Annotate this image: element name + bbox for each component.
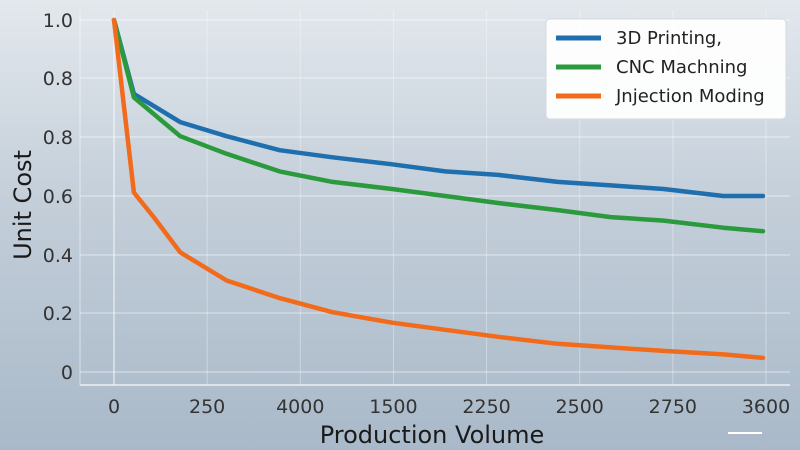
legend-label: CNC Machning <box>616 57 747 78</box>
legend-label: Jnjection Moding <box>615 86 765 107</box>
y-tick-label: 0.6 <box>43 186 73 208</box>
x-tick-label: 2250 <box>462 396 510 418</box>
x-tick-label: 2500 <box>556 396 604 418</box>
legend-label: 3D Printing, <box>616 28 722 49</box>
x-tick-label: 250 <box>189 396 225 418</box>
y-tick-label: 0.8 <box>43 127 73 149</box>
y-tick-label: 0 <box>61 362 73 384</box>
y-tick-label: 0.4 <box>43 245 73 267</box>
y-tick-label: 1.0 <box>43 10 73 32</box>
legend: 3D Printing, CNC Machning Jnjection Moding <box>546 19 786 119</box>
y-axis-title: Unit Cost <box>9 150 37 260</box>
y-tick-label: 0.2 <box>43 303 73 325</box>
x-tick-label: 2750 <box>649 396 697 418</box>
y-tick-label: 0.8 <box>43 68 73 90</box>
x-tick-label: 3600 <box>742 396 790 418</box>
x-tick-label: 0 <box>108 396 120 418</box>
x-tick-label: 1500 <box>369 396 417 418</box>
x-axis-title: Production Volume <box>320 421 545 449</box>
chart: 0 0.2 0.4 0.6 0.8 0.8 1.0 0 250 4000 1500 2250 2500 2… <box>0 0 800 450</box>
x-tick-label: 4000 <box>276 396 324 418</box>
